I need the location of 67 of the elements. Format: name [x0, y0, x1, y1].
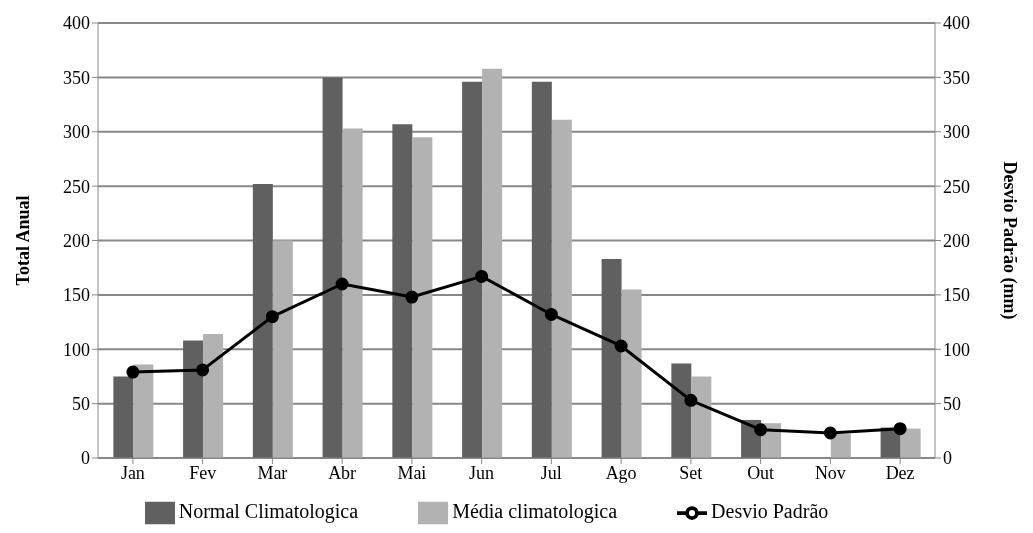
bar — [601, 258, 622, 458]
y2-tick-label: 100 — [943, 339, 970, 360]
bar — [412, 137, 433, 458]
point — [893, 422, 907, 436]
y-tick-label: 50 — [72, 394, 90, 415]
point — [335, 277, 349, 291]
y2-tick-label: 250 — [943, 176, 970, 197]
y2-tick-label: 150 — [943, 285, 970, 306]
legend-label: Normal Climatologica — [178, 499, 359, 522]
y2-tick-label: 300 — [943, 122, 970, 143]
y-tick-label: 300 — [63, 122, 90, 143]
y-axis-title: Total Anual — [13, 195, 34, 286]
bar — [621, 289, 642, 458]
bar — [322, 77, 343, 458]
point — [754, 423, 768, 437]
y-tick-label: 250 — [63, 176, 90, 197]
y-tick-label: 350 — [63, 67, 90, 88]
x-tick-label: Jun — [469, 462, 495, 483]
point — [126, 365, 140, 379]
y-tick-label: 0 — [81, 448, 90, 469]
x-tick-label: Set — [679, 462, 703, 483]
y-tick-label: 150 — [63, 285, 90, 306]
x-tick-label: Out — [747, 462, 775, 483]
y2-axis-title: Desvio Padrão (mm) — [998, 161, 1020, 320]
bar — [531, 81, 552, 458]
point — [405, 290, 419, 304]
y-tick-label: 400 — [63, 13, 90, 34]
y2-tick-label: 400 — [943, 13, 970, 34]
legend-label: Média climatologica — [452, 499, 618, 522]
bar — [272, 240, 293, 458]
bar — [900, 428, 921, 458]
x-tick-label: Mai — [397, 462, 427, 483]
point — [265, 310, 279, 324]
bar — [691, 376, 712, 458]
bar — [671, 363, 692, 458]
x-tick-label: Jan — [120, 462, 145, 483]
y2-tick-label: 350 — [943, 67, 970, 88]
point — [614, 339, 628, 353]
point — [196, 363, 210, 377]
bar — [133, 364, 154, 458]
point — [544, 307, 558, 321]
x-tick-label: Mar — [257, 462, 288, 483]
bar — [203, 334, 224, 458]
y2-tick-label: 50 — [943, 394, 961, 415]
x-tick-label: Nov — [814, 462, 846, 483]
point — [684, 393, 698, 407]
point — [823, 426, 837, 440]
bar — [252, 183, 273, 458]
bar — [462, 81, 483, 458]
x-tick-label: Dez — [885, 462, 915, 483]
y-tick-label: 200 — [63, 230, 90, 251]
x-tick-label: Jul — [540, 462, 562, 483]
x-tick-label: Fev — [189, 462, 217, 483]
legend-label: Desvio Padrão — [711, 499, 829, 522]
y2-tick-label: 200 — [943, 230, 970, 251]
bar — [342, 128, 363, 458]
bar — [830, 434, 851, 458]
bar — [482, 68, 503, 458]
x-tick-label: Abr — [328, 462, 357, 483]
bar — [113, 376, 134, 458]
y-tick-label: 100 — [63, 339, 90, 360]
x-tick-label: Ago — [605, 462, 637, 483]
point — [475, 269, 489, 283]
bar — [551, 119, 572, 458]
y2-tick-label: 0 — [943, 448, 952, 469]
bar — [392, 124, 413, 458]
bar — [183, 340, 204, 458]
